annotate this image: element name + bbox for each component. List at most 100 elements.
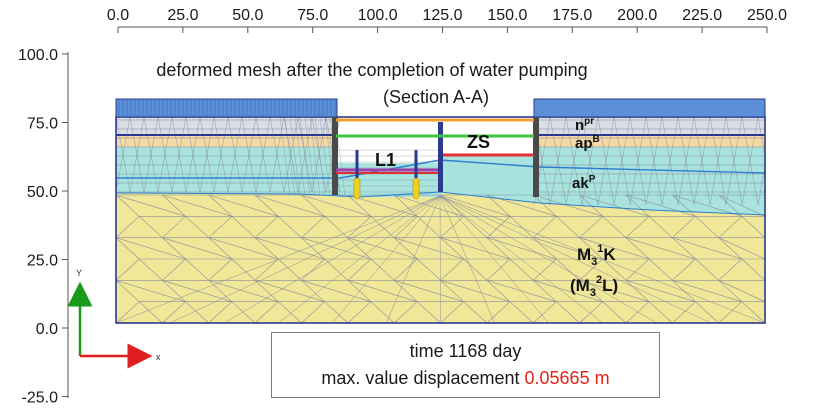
mesh-edge	[579, 280, 603, 302]
mesh-edge	[556, 258, 580, 281]
mesh-edge	[556, 301, 580, 323]
mesh-edge	[579, 301, 603, 323]
middle-wall	[438, 122, 443, 192]
mesh-edge	[241, 117, 257, 193]
displacement-value: 0.05665 m	[524, 368, 610, 388]
mesh-edge	[116, 216, 140, 238]
mesh-edge	[301, 237, 325, 260]
mesh-edge	[579, 237, 603, 260]
y-tick-label: -25.0	[22, 390, 59, 407]
mesh-edge	[579, 280, 650, 302]
mesh-edge	[393, 301, 418, 323]
mesh-edge	[332, 195, 441, 323]
mesh-edge	[169, 195, 441, 323]
title-line-1: deformed mesh after the completion of wa…	[156, 60, 587, 80]
mesh-edge	[672, 237, 696, 260]
mesh-edge	[439, 195, 603, 323]
mesh-edge	[625, 237, 696, 260]
mesh-edge	[301, 194, 325, 217]
x-tick-label: 150.0	[487, 7, 527, 24]
displacement-text: max. value displacement 0.05665 m	[272, 365, 659, 392]
mesh-edge	[533, 301, 557, 323]
mesh-edge	[185, 301, 209, 323]
mesh-edge	[440, 258, 464, 281]
mesh-edge	[625, 194, 696, 217]
mesh-edge	[533, 237, 603, 260]
mesh-edge	[224, 195, 441, 323]
mesh-edge	[661, 117, 679, 206]
mesh-edge	[579, 194, 650, 217]
mesh-edge	[347, 194, 372, 217]
mesh-edge	[116, 194, 186, 217]
mesh-edge	[185, 216, 209, 238]
mesh-edge	[718, 194, 765, 217]
mesh-edge	[486, 194, 511, 217]
time-text: time 1168 day	[409, 341, 522, 361]
mesh-edge	[393, 237, 418, 260]
mesh-edge	[463, 258, 488, 281]
mesh-edge	[602, 216, 627, 238]
mesh-edge	[709, 117, 727, 206]
mesh-edge	[278, 301, 302, 323]
label-bedrock-2: (M32L)	[570, 274, 618, 299]
mesh-edge	[143, 117, 159, 193]
mesh-edge	[304, 117, 316, 197]
mesh-edge	[294, 117, 306, 197]
mesh-edge	[672, 258, 696, 281]
mesh-edge	[672, 216, 696, 238]
mesh-edge	[533, 237, 557, 260]
mesh-edge	[254, 258, 279, 281]
mesh-edge	[116, 195, 441, 323]
mesh-edge	[213, 117, 229, 193]
y-tick-label: 75.0	[27, 116, 58, 133]
mesh-edge	[116, 194, 140, 217]
displacement-label: max. value displacement	[321, 368, 525, 388]
mesh-edge	[648, 301, 673, 323]
mesh-edge	[185, 258, 209, 281]
x-tick-label: 200.0	[617, 7, 657, 24]
left-building	[115, 98, 338, 118]
x-tick-label: 25.0	[167, 7, 198, 24]
mesh-edge	[579, 194, 603, 217]
mesh-edge	[393, 258, 418, 281]
mesh-edge	[301, 194, 372, 217]
x-tick-label: 225.0	[682, 7, 722, 24]
mesh-edge	[645, 117, 663, 206]
mesh-edge	[254, 301, 279, 323]
mesh-edge	[319, 117, 331, 197]
mesh-edge	[289, 117, 301, 197]
mesh-edge	[463, 216, 488, 238]
mesh-edge	[486, 237, 511, 260]
mesh-edge	[301, 301, 325, 323]
mesh-edge	[208, 216, 233, 238]
mesh-edge	[625, 301, 650, 323]
mesh-edge	[579, 237, 650, 260]
mesh-edge	[602, 301, 627, 323]
mesh-edge	[254, 237, 325, 260]
mesh-edge	[301, 280, 372, 302]
mesh-edge	[625, 216, 650, 238]
mesh-edge	[439, 195, 765, 323]
mesh-edge	[718, 280, 743, 302]
x-tick-label: 0.0	[107, 7, 129, 24]
model-boundary	[115, 116, 766, 324]
mesh-edge	[301, 237, 372, 260]
mesh-edge	[565, 117, 583, 206]
anchor-1	[353, 177, 361, 200]
mesh-edge	[440, 280, 511, 302]
mesh-edge	[208, 258, 233, 281]
mesh-edge	[347, 280, 418, 302]
mesh-edge	[757, 117, 765, 157]
mesh-edge	[625, 258, 650, 281]
mesh-edge	[208, 194, 279, 217]
info-panel: time 1168 day max. value displacement 0.…	[271, 332, 660, 398]
retaining-structure	[332, 117, 539, 200]
mesh-edge	[718, 280, 765, 302]
mesh-edge	[162, 194, 186, 217]
x-tick-label: 175.0	[552, 7, 592, 24]
mesh-edge	[278, 216, 302, 238]
mesh-edge	[439, 195, 712, 323]
mesh-edge	[629, 117, 647, 206]
mesh-edge	[284, 117, 296, 197]
